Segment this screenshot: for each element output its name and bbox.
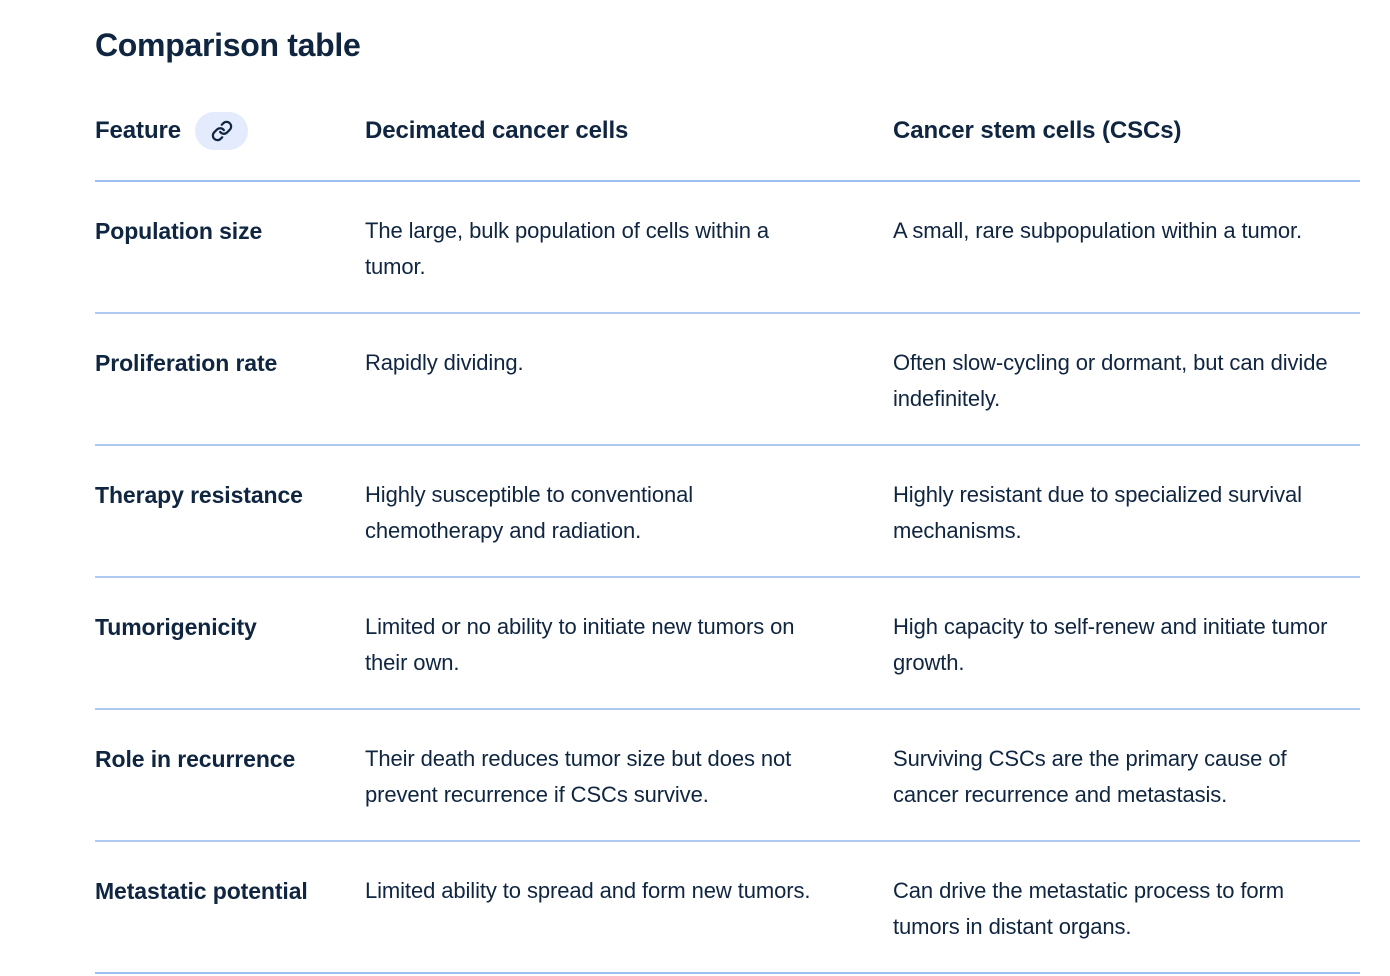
row-feature-label: Role in recurrence: [95, 746, 296, 772]
row-feature-label: Proliferation rate: [95, 350, 278, 376]
row-csc-cell: A small, rare subpopulation within a tum…: [893, 218, 1303, 243]
copy-link-button[interactable]: [195, 112, 248, 150]
row-decimated-cell: Limited ability to spread and form new t…: [365, 878, 811, 903]
row-feature-label: Tumorigenicity: [95, 614, 257, 640]
row-csc-cell: Often slow-cycling or dormant, but can d…: [893, 350, 1328, 411]
row-csc-cell: Can drive the metastatic process to form…: [893, 878, 1284, 939]
table-row-proliferation-rate: Proliferation rate Rapidly dividing. Oft…: [95, 314, 1360, 446]
row-decimated-cell: Highly susceptible to conventional chemo…: [365, 482, 694, 543]
header-cancer-stem-cells: Cancer stem cells (CSCs): [893, 117, 1182, 144]
header-feature: Feature: [95, 112, 365, 180]
header-feature-label: Feature: [95, 117, 181, 144]
row-feature-label: Population size: [95, 218, 263, 244]
table-row-metastatic-potential: Metastatic potential Limited ability to …: [95, 842, 1360, 974]
comparison-table: Feature Decimated cancer cells Cancer st…: [95, 112, 1360, 974]
row-csc-cell: High capacity to self-renew and initiate…: [893, 614, 1328, 675]
row-feature-label: Metastatic potential: [95, 878, 308, 904]
header-decimated-cancer-cells: Decimated cancer cells: [365, 117, 629, 144]
row-feature-label: Therapy resistance: [95, 482, 303, 508]
row-decimated-cell: Rapidly dividing.: [365, 350, 524, 375]
table-header-row: Feature Decimated cancer cells Cancer st…: [95, 112, 1360, 182]
table-row-population-size: Population size The large, bulk populati…: [95, 182, 1360, 314]
table-row-role-in-recurrence: Role in recurrence Their death reduces t…: [95, 710, 1360, 842]
table-row-therapy-resistance: Therapy resistance Highly susceptible to…: [95, 446, 1360, 578]
table-row-tumorigenicity: Tumorigenicity Limited or no ability to …: [95, 578, 1360, 710]
row-decimated-cell: The large, bulk population of cells with…: [365, 218, 770, 279]
row-csc-cell: Highly resistant due to specialized surv…: [893, 482, 1302, 543]
link-icon: [211, 120, 233, 142]
row-decimated-cell: Their death reduces tumor size but does …: [365, 746, 792, 807]
row-decimated-cell: Limited or no ability to initiate new tu…: [365, 614, 795, 675]
page-title: Comparison table: [95, 27, 361, 63]
row-csc-cell: Surviving CSCs are the primary cause of …: [893, 746, 1287, 807]
